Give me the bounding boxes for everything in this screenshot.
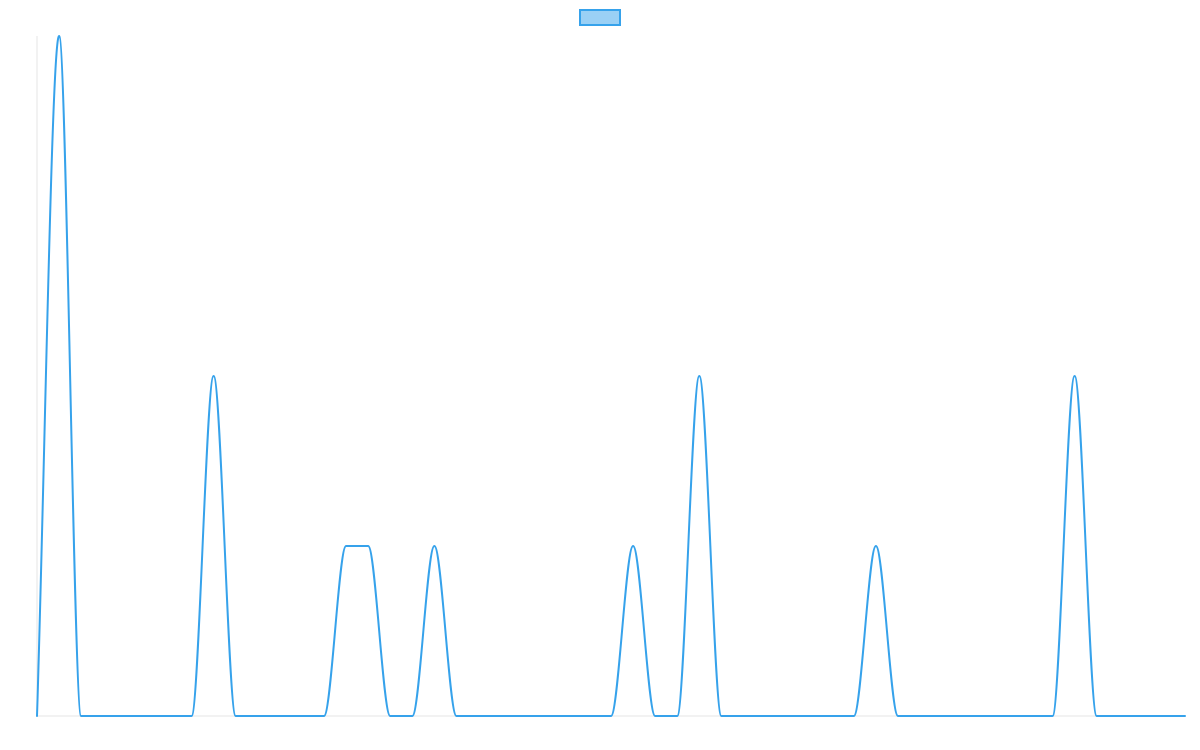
legend[interactable] bbox=[579, 9, 621, 26]
axes bbox=[36, 36, 1185, 717]
series-line-0 bbox=[36, 35, 1186, 717]
series-layer bbox=[36, 35, 1186, 717]
legend-swatch-0[interactable] bbox=[579, 9, 621, 26]
